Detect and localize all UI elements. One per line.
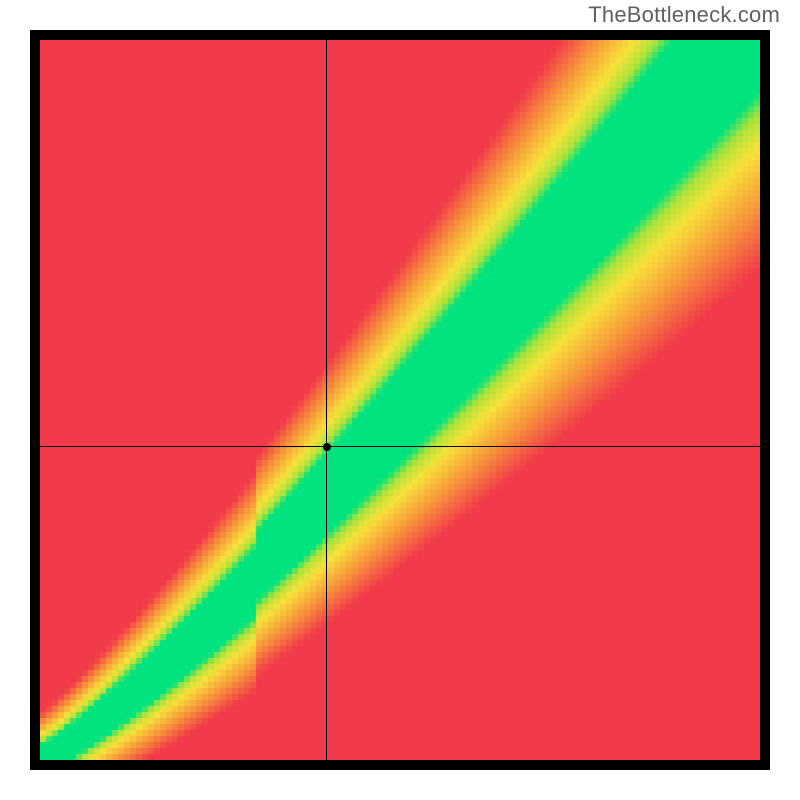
- plot-frame: [30, 30, 770, 770]
- heatmap-canvas: [40, 40, 760, 760]
- attribution-text: TheBottleneck.com: [588, 2, 780, 28]
- chart-container: TheBottleneck.com: [0, 0, 800, 800]
